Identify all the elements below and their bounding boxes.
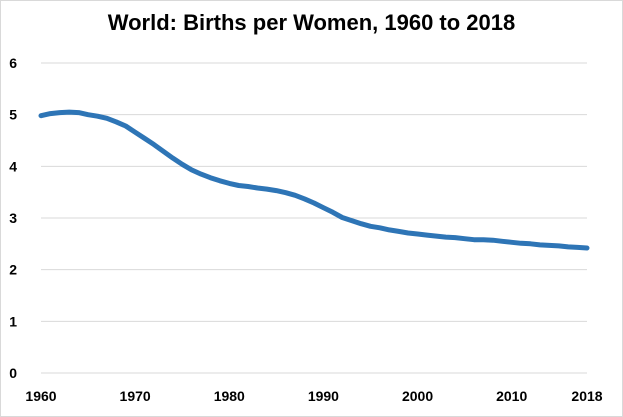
y-tick-label: 1 [9,313,17,329]
x-tick-label: 1980 [214,388,245,404]
y-tick-label: 4 [9,158,17,174]
y-tick-label: 2 [9,262,17,278]
gridlines [41,62,587,374]
y-tick-label: 3 [9,210,17,226]
x-tick-label: 2000 [402,388,433,404]
x-tick-label: 2010 [496,388,527,404]
y-tick-label: 5 [9,107,17,123]
x-tick-label: 1960 [25,388,56,404]
chart-title: World: Births per Women, 1960 to 2018 [107,10,516,35]
series-layer [38,109,590,251]
y-axis-tick-labels: 0 1 2 3 4 5 6 [9,55,17,381]
x-axis-tick-labels: 1960 1970 1980 1990 2000 2010 2018 [25,388,602,404]
x-tick-label: 2018 [571,388,602,404]
x-tick-label: 1990 [308,388,339,404]
y-tick-label: 6 [9,55,17,71]
x-tick-label: 1970 [120,388,151,404]
y-tick-label: 0 [9,365,17,381]
series-line-0 [38,109,590,251]
